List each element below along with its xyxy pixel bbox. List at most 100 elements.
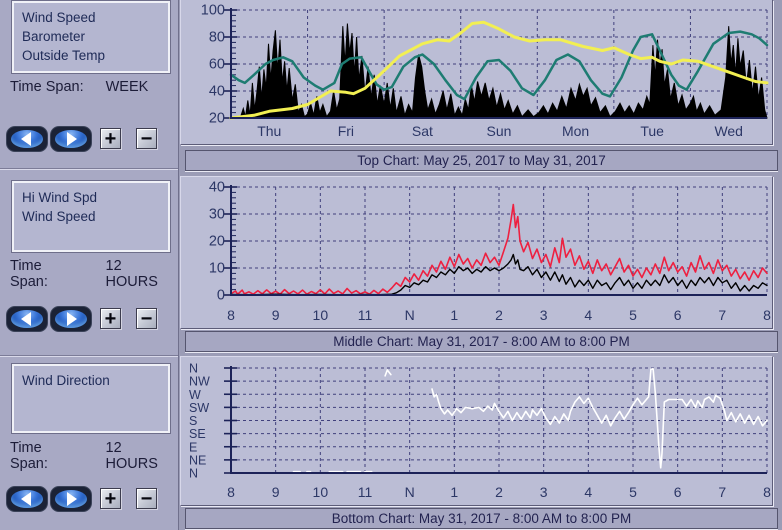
svg-text:4: 4 xyxy=(584,307,592,323)
svg-text:40: 40 xyxy=(209,180,225,196)
prev-button-middle-chart[interactable] xyxy=(6,306,48,332)
svg-text:4: 4 xyxy=(584,484,592,500)
left-arrow-icon xyxy=(21,312,31,326)
plus-icon: + xyxy=(104,127,117,150)
svg-text:1: 1 xyxy=(450,484,458,500)
top-chart: 20 40 60 80 100 Thu Fri Sat Sun Mon Tue Wed xyxy=(201,3,769,139)
time-span-label: Time Span: xyxy=(10,79,84,95)
svg-text:20: 20 xyxy=(209,234,225,250)
svg-text:5: 5 xyxy=(629,484,637,500)
time-span-value: 12 HOURS xyxy=(105,440,158,472)
legend-item[interactable]: Wind Direction xyxy=(22,373,110,388)
sidebar-divider xyxy=(0,168,178,170)
svg-text:E: E xyxy=(189,440,197,454)
time-span-bottom: Time Span: 12 HOURS xyxy=(10,440,178,472)
top-chart-status-bar: Top Chart: May 25, 2017 to May 31, 2017 xyxy=(185,150,778,171)
svg-text:3: 3 xyxy=(540,484,548,500)
time-span-value: 12 HOURS xyxy=(105,258,158,290)
svg-text:5: 5 xyxy=(629,307,637,323)
zoom-out-button-top-chart[interactable]: − xyxy=(136,128,157,149)
zoom-in-button-middle-chart[interactable]: + xyxy=(100,308,121,329)
svg-text:10: 10 xyxy=(313,484,329,500)
svg-text:60: 60 xyxy=(209,57,225,73)
top-chart-panel: 20 40 60 80 100 Thu Fri Sat Sun Mon Tue Wed xyxy=(180,0,773,145)
svg-text:1: 1 xyxy=(450,307,458,323)
middle-chart-status-text: Middle Chart: May 31, 2017 - 8:00 AM to … xyxy=(333,334,630,349)
right-arrow-icon xyxy=(67,132,77,146)
svg-text:8: 8 xyxy=(763,307,771,323)
next-button-top-chart[interactable] xyxy=(50,126,92,152)
minus-icon: − xyxy=(140,307,153,330)
left-arrow-icon xyxy=(21,492,31,506)
svg-text:N: N xyxy=(189,467,198,481)
svg-text:20: 20 xyxy=(209,111,225,127)
legend-item[interactable]: Outside Temp xyxy=(22,48,106,63)
svg-text:8: 8 xyxy=(763,484,771,500)
svg-text:80: 80 xyxy=(209,30,225,46)
middle-chart-panel: 0 10 20 30 40 8 9 10 11 N 1 2 3 4 5 6 7 8 xyxy=(180,176,773,329)
next-button-bottom-chart[interactable] xyxy=(50,486,92,512)
legend-item[interactable]: Hi Wind Spd xyxy=(22,190,98,205)
svg-text:11: 11 xyxy=(358,484,373,500)
svg-text:NW: NW xyxy=(189,375,210,389)
svg-text:2: 2 xyxy=(495,484,503,500)
svg-text:S: S xyxy=(189,414,197,428)
zoom-out-button-bottom-chart[interactable]: − xyxy=(136,488,157,509)
zoom-out-button-middle-chart[interactable]: − xyxy=(136,308,157,329)
bottom-chart-panel: N NW W SW S SE E NE N 8 9 10 11 N 1 2 3 4 5 6 7 8 xyxy=(180,356,773,506)
svg-text:N: N xyxy=(405,307,415,323)
svg-text:6: 6 xyxy=(674,484,682,500)
svg-text:Sat: Sat xyxy=(412,123,433,139)
svg-text:W: W xyxy=(189,388,201,402)
zoom-in-button-top-chart[interactable]: + xyxy=(100,128,121,149)
svg-text:NE: NE xyxy=(189,453,206,467)
legend-item[interactable]: Barometer xyxy=(22,29,86,44)
svg-text:10: 10 xyxy=(313,307,329,323)
svg-text:Wed: Wed xyxy=(714,123,743,139)
svg-text:0: 0 xyxy=(217,288,225,304)
time-span-middle: Time Span: 12 HOURS xyxy=(10,258,178,290)
legend-item[interactable]: Wind Speed xyxy=(22,209,96,224)
prev-button-bottom-chart[interactable] xyxy=(6,486,48,512)
svg-text:N: N xyxy=(189,362,198,376)
next-button-middle-chart[interactable] xyxy=(50,306,92,332)
svg-text:Fri: Fri xyxy=(338,123,354,139)
legend-box-top-chart[interactable]: Wind Speed Barometer Outside Temp xyxy=(12,1,170,73)
minus-icon: − xyxy=(140,127,153,150)
svg-text:100: 100 xyxy=(201,3,225,19)
svg-text:10: 10 xyxy=(209,261,225,277)
svg-text:Mon: Mon xyxy=(562,123,589,139)
minus-icon: − xyxy=(140,487,153,510)
svg-text:N: N xyxy=(405,484,415,500)
svg-text:7: 7 xyxy=(718,307,726,323)
svg-text:9: 9 xyxy=(272,484,280,500)
time-span-value: WEEK xyxy=(105,79,149,95)
plus-icon: + xyxy=(104,487,117,510)
svg-text:7: 7 xyxy=(718,484,726,500)
svg-text:8: 8 xyxy=(227,307,235,323)
bottom-chart-status-bar: Bottom Chart: May 31, 2017 - 8:00 AM to … xyxy=(185,508,778,529)
right-arrow-icon xyxy=(67,492,77,506)
legend-box-bottom-chart[interactable]: Wind Direction xyxy=(12,364,170,433)
right-arrow-icon xyxy=(67,312,77,326)
middle-chart: 0 10 20 30 40 8 9 10 11 N 1 2 3 4 5 6 7 8 xyxy=(209,180,771,324)
time-span-top: Time Span: WEEK xyxy=(10,79,148,95)
sidebar: Wind Speed Barometer Outside Temp Time S… xyxy=(0,0,179,530)
top-chart-status-text: Top Chart: May 25, 2017 to May 31, 2017 xyxy=(357,153,606,168)
zoom-in-button-bottom-chart[interactable]: + xyxy=(100,488,121,509)
svg-text:11: 11 xyxy=(358,307,373,323)
svg-text:2: 2 xyxy=(495,307,503,323)
svg-text:SW: SW xyxy=(189,401,209,415)
prev-button-top-chart[interactable] xyxy=(6,126,48,152)
legend-item[interactable]: Wind Speed xyxy=(22,10,96,25)
legend-box-middle-chart[interactable]: Hi Wind Spd Wind Speed xyxy=(12,181,170,252)
svg-text:8: 8 xyxy=(227,484,235,500)
svg-text:Thu: Thu xyxy=(257,123,281,139)
middle-chart-status-bar: Middle Chart: May 31, 2017 - 8:00 AM to … xyxy=(185,331,778,352)
svg-text:9: 9 xyxy=(272,307,280,323)
svg-text:Sun: Sun xyxy=(487,123,512,139)
svg-text:40: 40 xyxy=(209,84,225,100)
svg-text:30: 30 xyxy=(209,207,225,223)
